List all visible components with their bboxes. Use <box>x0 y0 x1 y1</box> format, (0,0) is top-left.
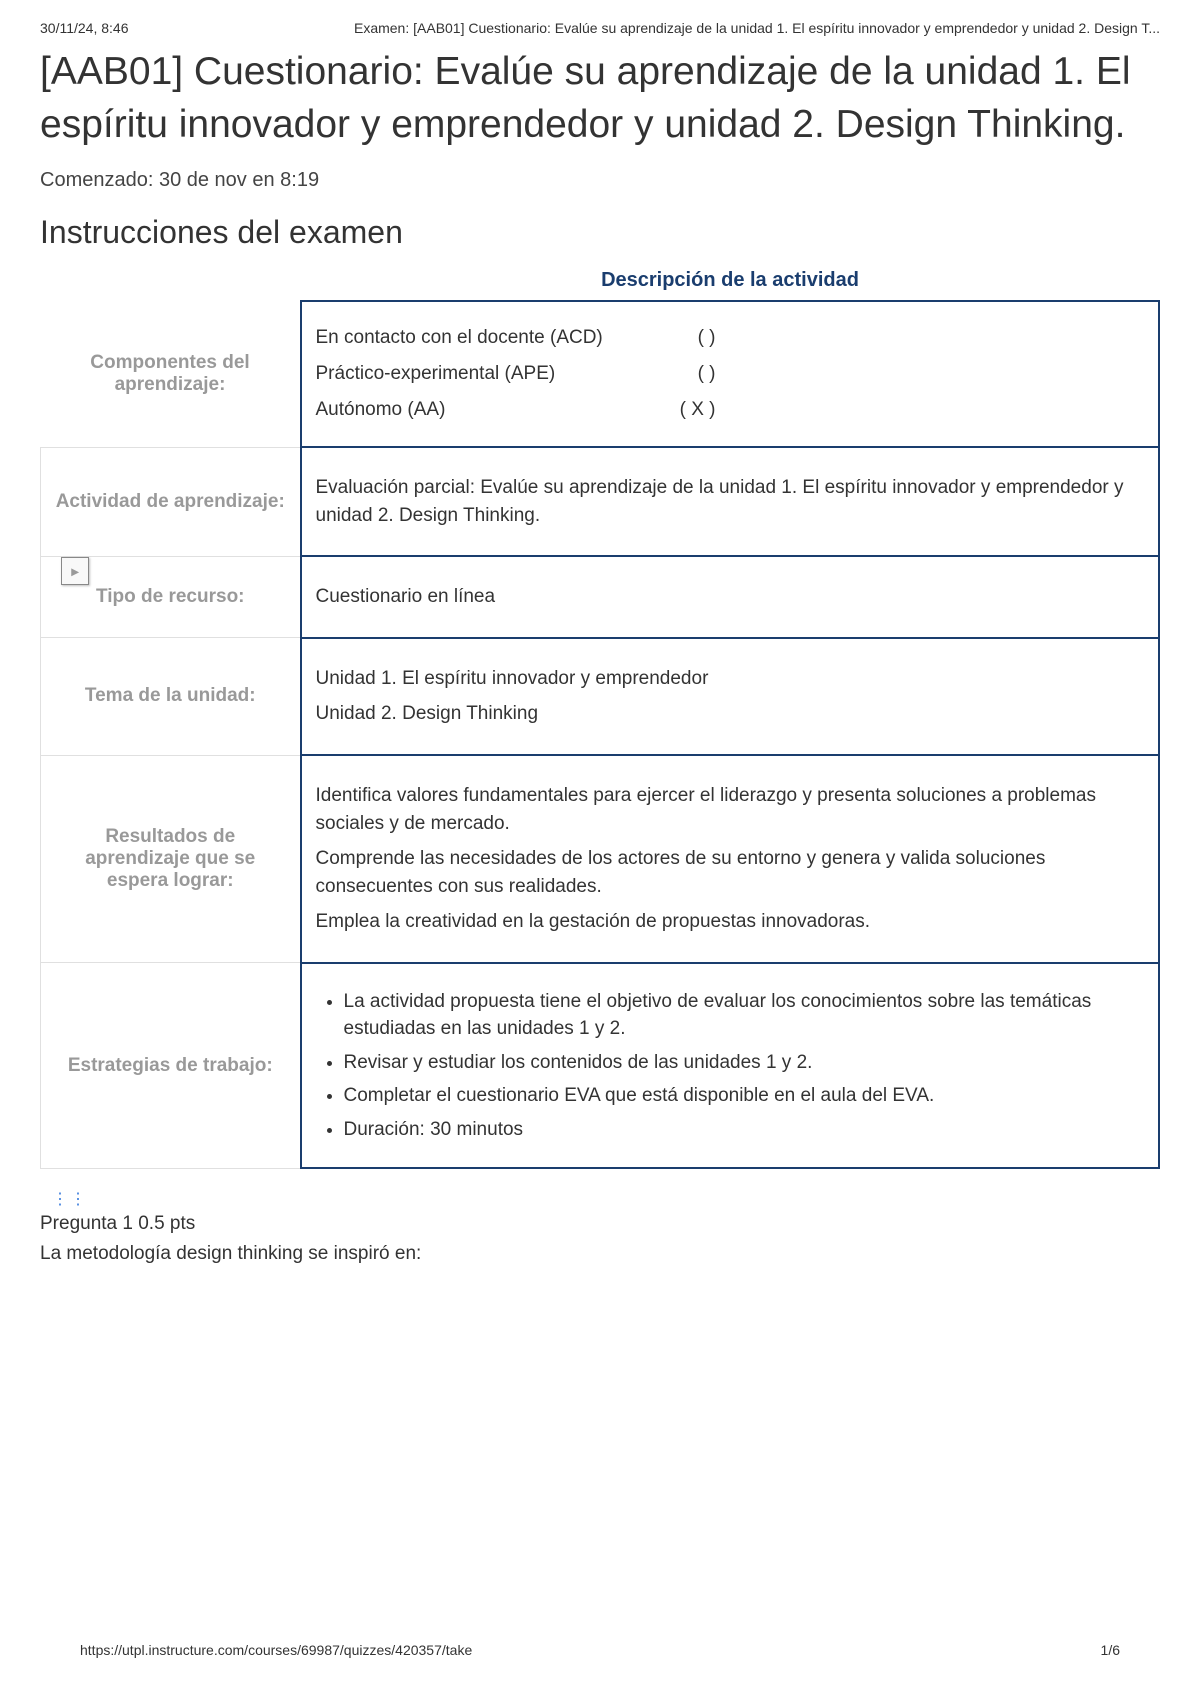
strategy-item: Duración: 30 minutos <box>344 1116 1145 1144</box>
components-content: En contacto con el docente (ACD) ( ) Prá… <box>301 301 1160 447</box>
learning-results-content: Identifica valores fundamentales para ej… <box>301 755 1160 963</box>
print-datetime: 30/11/24, 8:46 <box>40 20 128 36</box>
component-mark: ( ) <box>698 327 716 349</box>
strategies-content: La actividad propuesta tiene el objetivo… <box>301 963 1160 1169</box>
resource-type-label-text: Tipo de recurso: <box>96 586 245 607</box>
question-text: La metodología design thinking se inspir… <box>40 1243 1160 1265</box>
learning-result-1: Identifica valores fundamentales para ej… <box>316 782 1145 837</box>
table-row: Estrategias de trabajo: La actividad pro… <box>41 963 1160 1169</box>
activity-content: Evaluación parcial: Evalúe su aprendizaj… <box>301 447 1160 556</box>
started-at: Comenzado: 30 de nov en 8:19 <box>40 169 1160 192</box>
strategy-item: Completar el cuestionario EVA que está d… <box>344 1082 1145 1110</box>
table-row: Resultados de aprendizaje que se espera … <box>41 755 1160 963</box>
activity-text: Evaluación parcial: Evalúe su aprendizaj… <box>316 474 1145 529</box>
resource-type-text: Cuestionario en línea <box>316 583 1145 611</box>
resource-type-label: ▸ Tipo de recurso: <box>41 556 301 638</box>
strategy-item: La actividad propuesta tiene el objetivo… <box>344 988 1145 1043</box>
learning-results-label: Resultados de aprendizaje que se espera … <box>41 755 301 963</box>
component-mark: ( X ) <box>680 399 716 421</box>
footer-url: https://utpl.instructure.com/courses/699… <box>80 1642 472 1658</box>
table-row: Actividad de aprendizaje: Evaluación par… <box>41 447 1160 556</box>
expand-button[interactable]: ▸ <box>61 557 89 585</box>
description-title: Descripción de la actividad <box>40 269 1160 292</box>
strategies-label: Estrategias de trabajo: <box>41 963 301 1169</box>
components-label: Componentes del aprendizaje: <box>41 301 301 447</box>
table-row: Componentes del aprendizaje: En contacto… <box>41 301 1160 447</box>
question-header: Pregunta 1 0.5 pts <box>40 1213 1160 1235</box>
print-page-title: Examen: [AAB01] Cuestionario: Evalúe su … <box>354 20 1160 36</box>
activity-description-table: Componentes del aprendizaje: En contacto… <box>40 300 1160 1169</box>
unit-topic-1: Unidad 1. El espíritu innovador y empren… <box>316 665 1145 693</box>
table-row: ▸ Tipo de recurso: Cuestionario en línea <box>41 556 1160 638</box>
print-header: 30/11/24, 8:46 Examen: [AAB01] Cuestiona… <box>40 20 1160 36</box>
instructions-heading: Instrucciones del examen <box>40 214 1160 251</box>
learning-result-3: Emplea la creatividad en la gestación de… <box>316 908 1145 936</box>
strategy-item: Revisar y estudiar los contenidos de las… <box>344 1049 1145 1077</box>
component-mark: ( ) <box>698 363 716 385</box>
component-name: Práctico-experimental (APE) <box>316 363 556 385</box>
component-name: En contacto con el docente (ACD) <box>316 327 603 349</box>
resource-type-content: Cuestionario en línea <box>301 556 1160 638</box>
table-row: Tema de la unidad: Unidad 1. El espíritu… <box>41 638 1160 755</box>
unit-topic-2: Unidad 2. Design Thinking <box>316 700 1145 728</box>
unit-topic-label: Tema de la unidad: <box>41 638 301 755</box>
learning-result-2: Comprende las necesidades de los actores… <box>316 845 1145 900</box>
footer-page: 1/6 <box>1101 1642 1120 1658</box>
activity-label: Actividad de aprendizaje: <box>41 447 301 556</box>
quiz-title: [AAB01] Cuestionario: Evalúe su aprendiz… <box>40 46 1160 151</box>
component-name: Autónomo (AA) <box>316 399 446 421</box>
unit-topic-content: Unidad 1. El espíritu innovador y empren… <box>301 638 1160 755</box>
drag-handle-icon[interactable]: ⋮⋮ <box>52 1189 1160 1209</box>
print-footer: https://utpl.instructure.com/courses/699… <box>80 1642 1120 1658</box>
